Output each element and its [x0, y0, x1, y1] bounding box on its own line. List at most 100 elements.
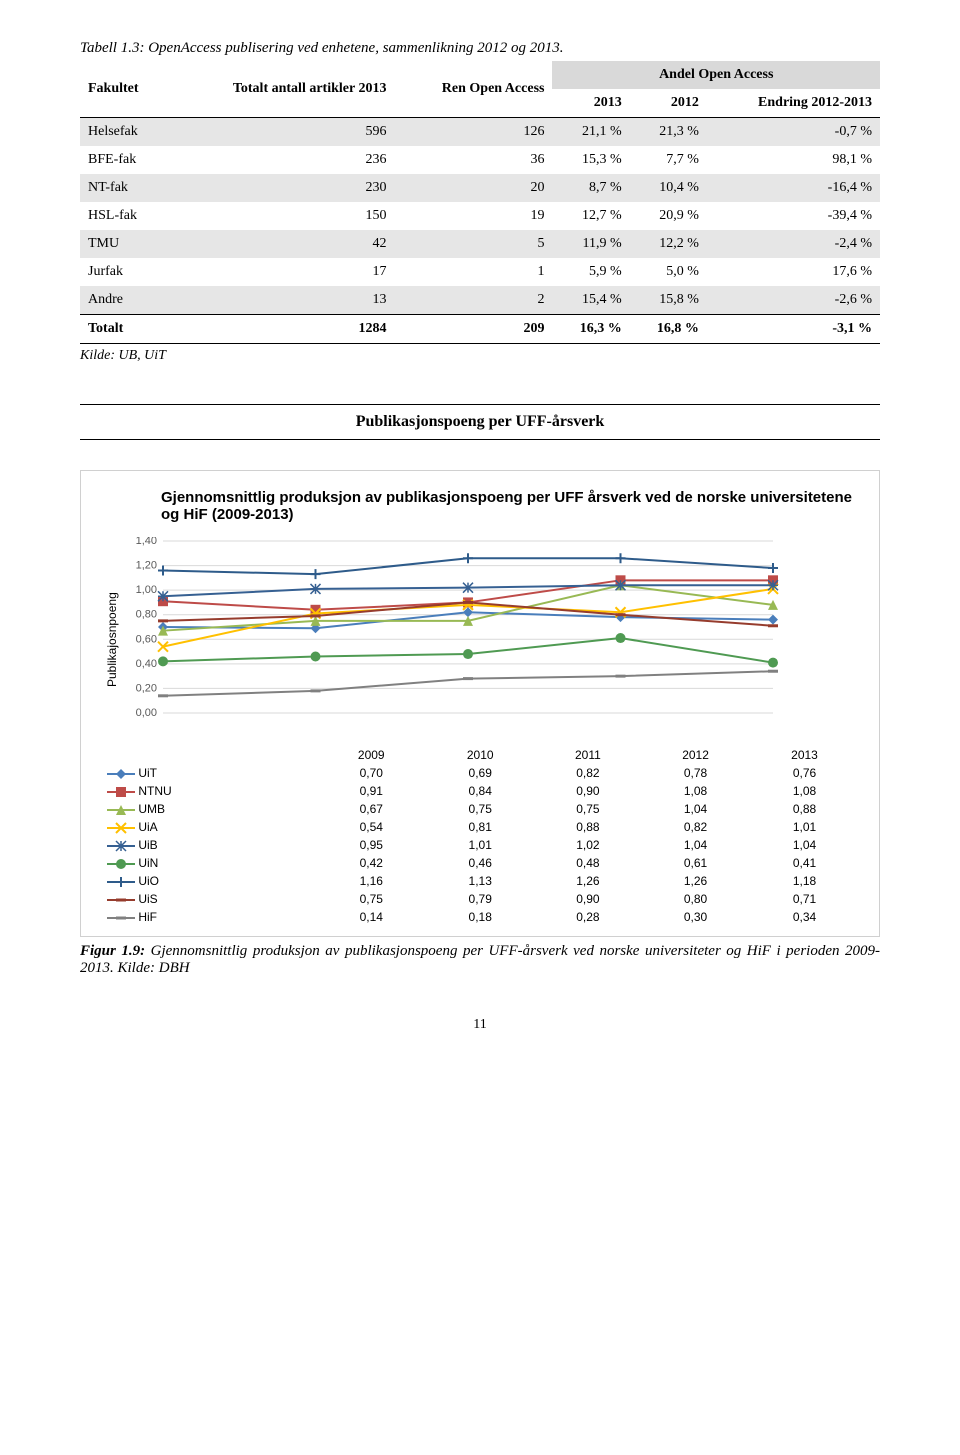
legend-value: 0,34	[750, 908, 859, 926]
svg-text:0,80: 0,80	[136, 609, 157, 621]
figure-caption: Figur 1.9: Gjennomsnittlig produksjon av…	[80, 943, 880, 977]
chart-plot: 0,000,200,400,600,801,001,201,40	[123, 537, 783, 742]
chart-container: Gjennomsnittlig produksjon av publikasjo…	[80, 470, 880, 937]
legend-value: 0,71	[750, 890, 859, 908]
legend-year: 2011	[535, 746, 641, 764]
legend-value: 0,95	[317, 836, 426, 854]
table-cell: -16,4 %	[707, 174, 880, 202]
legend-value: 0,90	[535, 890, 641, 908]
legend-value: 0,75	[426, 800, 535, 818]
legend-year: 2010	[426, 746, 535, 764]
th-endring: Endring 2012-2013	[707, 89, 880, 118]
th-fakultet: Fakultet	[80, 61, 169, 118]
table-cell: 17	[169, 258, 395, 286]
table-cell: 36	[394, 146, 552, 174]
table-cell: 230	[169, 174, 395, 202]
table-cell: 7,7 %	[630, 146, 707, 174]
table-total-cell: 16,3 %	[552, 315, 629, 344]
table-title: Tabell 1.3: OpenAccess publisering ved e…	[80, 40, 880, 57]
table-source: Kilde: UB, UiT	[80, 348, 880, 364]
legend-value: 1,18	[750, 872, 859, 890]
legend-value: 0,79	[426, 890, 535, 908]
legend-value: 0,28	[535, 908, 641, 926]
legend-series-label: NTNU	[101, 782, 317, 800]
table-cell: 1	[394, 258, 552, 286]
y-axis-label: Publikajosnpoeng	[101, 537, 123, 742]
legend-value: 1,04	[641, 836, 750, 854]
table-cell: 15,4 %	[552, 286, 629, 315]
legend-value: 0,46	[426, 854, 535, 872]
table-cell: -39,4 %	[707, 202, 880, 230]
legend-value: 1,01	[750, 818, 859, 836]
legend-value: 1,26	[641, 872, 750, 890]
table-cell: 2	[394, 286, 552, 315]
figure-caption-label: Figur 1.9:	[80, 943, 145, 959]
table-cell: 21,3 %	[630, 118, 707, 147]
table-cell: 13	[169, 286, 395, 315]
legend-value: 0,54	[317, 818, 426, 836]
table-cell: HSL-fak	[80, 202, 169, 230]
legend-value: 0,78	[641, 764, 750, 782]
legend-value: 1,16	[317, 872, 426, 890]
table-total-cell: Totalt	[80, 315, 169, 344]
table-cell: -2,6 %	[707, 286, 880, 315]
legend-value: 1,13	[426, 872, 535, 890]
table-cell: 5	[394, 230, 552, 258]
legend-value: 0,67	[317, 800, 426, 818]
legend-value: 1,04	[641, 800, 750, 818]
table-cell: 126	[394, 118, 552, 147]
table-cell: 20,9 %	[630, 202, 707, 230]
legend-value: 0,69	[426, 764, 535, 782]
page-number: 11	[80, 1017, 880, 1033]
legend-value: 0,84	[426, 782, 535, 800]
th-2012: 2012	[630, 89, 707, 118]
table-total-cell: 16,8 %	[630, 315, 707, 344]
table-cell: 17,6 %	[707, 258, 880, 286]
legend-series-label: UiA	[101, 818, 317, 836]
svg-text:0,60: 0,60	[136, 633, 157, 645]
legend-value: 0,30	[641, 908, 750, 926]
legend-value: 0,80	[641, 890, 750, 908]
open-access-table: Fakultet Totalt antall artikler 2013 Ren…	[80, 61, 880, 344]
legend-value: 0,82	[641, 818, 750, 836]
th-super-header: Andel Open Access	[552, 61, 880, 89]
legend-year: 2009	[317, 746, 426, 764]
table-cell: 21,1 %	[552, 118, 629, 147]
legend-value: 0,91	[317, 782, 426, 800]
table-cell: 19	[394, 202, 552, 230]
table-cell: 42	[169, 230, 395, 258]
svg-text:1,20: 1,20	[136, 560, 157, 572]
table-cell: 12,2 %	[630, 230, 707, 258]
legend-value: 0,14	[317, 908, 426, 926]
legend-value: 1,26	[535, 872, 641, 890]
svg-text:1,00: 1,00	[136, 584, 157, 596]
legend-value: 0,88	[535, 818, 641, 836]
legend-value: 0,81	[426, 818, 535, 836]
figure-caption-body: Gjennomsnittlig produksjon av publikasjo…	[80, 943, 880, 976]
legend-value: 0,61	[641, 854, 750, 872]
table-cell: Helsefak	[80, 118, 169, 147]
table-cell: 15,8 %	[630, 286, 707, 315]
table-cell: 15,3 %	[552, 146, 629, 174]
legend-series-label: UiT	[101, 764, 317, 782]
chart-legend-table: 20092010201120122013 UiT0,700,690,820,78…	[101, 746, 859, 926]
svg-text:0,20: 0,20	[136, 682, 157, 694]
legend-value: 0,75	[317, 890, 426, 908]
table-cell: BFE-fak	[80, 146, 169, 174]
table-cell: 12,7 %	[552, 202, 629, 230]
table-cell: 150	[169, 202, 395, 230]
table-cell: -0,7 %	[707, 118, 880, 147]
legend-value: 0,41	[750, 854, 859, 872]
th-ren-open: Ren Open Access	[394, 61, 552, 118]
chart-title: Gjennomsnittlig produksjon av publikasjo…	[161, 489, 859, 523]
table-total-cell: 209	[394, 315, 552, 344]
legend-value: 0,76	[750, 764, 859, 782]
legend-value: 1,08	[750, 782, 859, 800]
legend-series-label: UiB	[101, 836, 317, 854]
legend-value: 0,42	[317, 854, 426, 872]
legend-value: 0,48	[535, 854, 641, 872]
table-cell: Jurfak	[80, 258, 169, 286]
legend-series-label: UiN	[101, 854, 317, 872]
table-cell: 5,9 %	[552, 258, 629, 286]
th-totalt-antall: Totalt antall artikler 2013	[169, 61, 395, 118]
